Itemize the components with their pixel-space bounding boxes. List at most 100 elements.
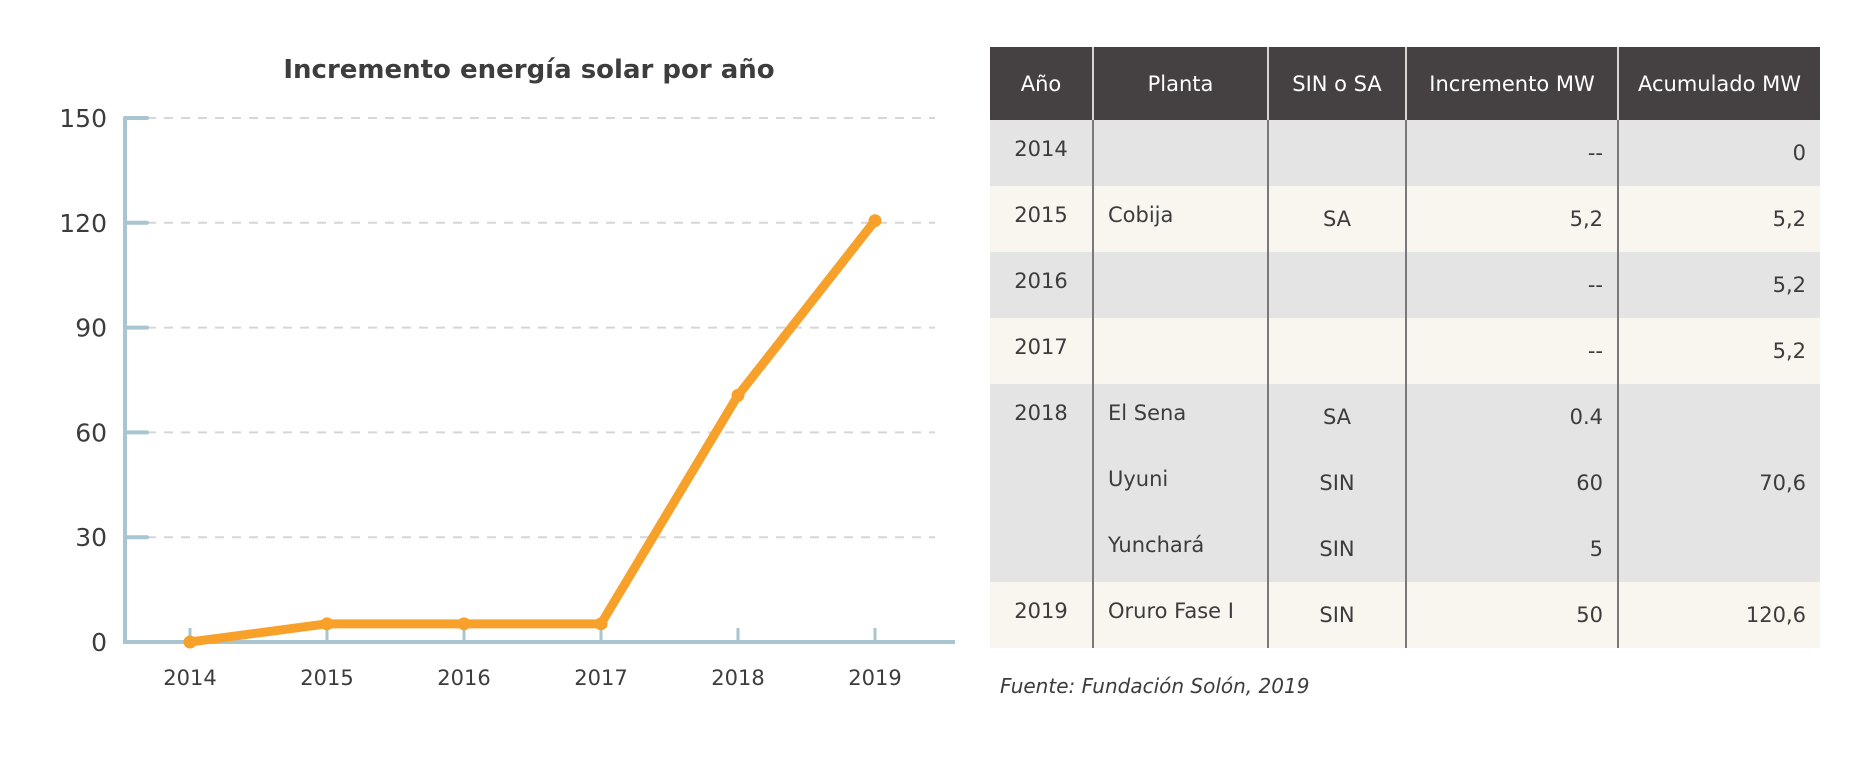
cell-cumulative-value: 5,2 [1772, 273, 1806, 297]
cell-grid-type: SA SIN SIN [1267, 384, 1406, 582]
gridlines [147, 117, 935, 539]
cell-plant: Oruro Fase I [1092, 582, 1268, 648]
cell-increment-value: 50 [1576, 603, 1603, 627]
cell-plant-value: El Sena [1108, 401, 1187, 425]
cell-cumulative: 70,6 [1617, 384, 1820, 582]
data-point [594, 617, 608, 631]
x-tick-label: 2018 [711, 666, 764, 690]
cell-grid-type: SA [1267, 186, 1406, 252]
y-tick-label: 0 [91, 628, 107, 657]
cell-plant [1092, 318, 1268, 384]
table-body: 2014 -- 0 2015 Cobija SA 5,2 5,2 2016 -- 5,2 2017 --… [990, 120, 1820, 648]
cell-increment: -- [1405, 318, 1618, 384]
y-tick-label: 90 [75, 314, 107, 343]
y-tick-label: 150 [59, 104, 107, 133]
cell-cumulative-value: 120,6 [1745, 603, 1806, 627]
cell-plant [1092, 252, 1268, 318]
cell-increment-value: -- [1587, 273, 1603, 297]
cell-grid-type-value [1283, 252, 1391, 318]
cell-year: 2014 [990, 120, 1093, 186]
cell-year: 2015 [990, 186, 1093, 252]
cell-grid-type-value [1283, 318, 1391, 384]
cell-grid-type-value: SA [1322, 207, 1352, 231]
table-row: 2018 El Sena Uyuni Yunchará SA SIN SIN 0.4 60 5 70… [990, 384, 1820, 582]
cell-year-value: 2014 [1014, 137, 1068, 161]
data-point [731, 388, 745, 402]
cell-cumulative-value: 5,2 [1772, 207, 1806, 231]
cell-grid-type [1267, 252, 1406, 318]
x-tick-label: 2014 [163, 666, 216, 690]
header-year: Año [990, 47, 1093, 120]
cell-plant-value: Yunchará [1108, 533, 1205, 557]
cell-increment: -- [1405, 252, 1618, 318]
x-tick-label: 2015 [300, 666, 353, 690]
series-line [185, 216, 880, 647]
cell-cumulative-value: 0 [1792, 141, 1806, 165]
table-row: 2014 -- 0 [990, 120, 1820, 186]
x-tick-label: 2016 [437, 666, 490, 690]
table-row: 2017 -- 5,2 [990, 318, 1820, 384]
x-tick-label: 2017 [574, 666, 627, 690]
cell-plant-value: Oruro Fase I [1108, 599, 1234, 623]
cell-plant-value [1108, 120, 1253, 186]
cell-plant: El Sena Uyuni Yunchará [1092, 384, 1268, 582]
cell-cumulative-value: 70,6 [1759, 471, 1806, 495]
cell-cumulative: 5,2 [1617, 318, 1820, 384]
cell-increment-value: -- [1587, 339, 1603, 363]
x-tick-label: 2019 [848, 666, 901, 690]
cell-year-value: 2019 [1014, 599, 1068, 623]
cell-grid-type-value [1283, 120, 1391, 186]
cell-cumulative: 0 [1617, 120, 1820, 186]
cell-year-value: 2017 [1014, 335, 1068, 359]
cell-year: 2017 [990, 318, 1093, 384]
cell-grid-type [1267, 318, 1406, 384]
cell-increment: 0.4 60 5 [1405, 384, 1618, 582]
cell-year: 2018 [990, 384, 1093, 582]
cell-plant-value [1108, 252, 1253, 318]
series-group [183, 214, 882, 649]
header-plant: Planta [1092, 47, 1268, 120]
cell-increment: 5,2 [1405, 186, 1618, 252]
cell-increment-value: 5,2 [1569, 207, 1603, 231]
cell-year: 2019 [990, 582, 1093, 648]
y-tick-label: 60 [75, 418, 107, 447]
y-tick-label: 30 [75, 523, 107, 552]
header-cumulative: Acumulado MW [1617, 47, 1820, 120]
data-point [183, 635, 197, 649]
cell-plant-value: Uyuni [1108, 467, 1169, 491]
data-point [320, 617, 334, 631]
source-note: Fuente: Fundación Solón, 2019 [1000, 674, 1310, 698]
cell-plant [1092, 120, 1268, 186]
x-axis: 2014 2015 2016 2017 2018 2019 [123, 628, 955, 690]
cell-increment: 50 [1405, 582, 1618, 648]
table-row: 2015 Cobija SA 5,2 5,2 [990, 186, 1820, 252]
cell-plant-value [1108, 318, 1253, 384]
cell-grid-type [1267, 120, 1406, 186]
line-chart: Incremento energía solar por año 0 30 60 90… [59, 55, 955, 690]
header-increment: Incremento MW [1405, 47, 1618, 120]
chart-title: Incremento energía solar por año [283, 55, 774, 85]
cell-plant: Cobija [1092, 186, 1268, 252]
cell-increment-value: 0.4 [1569, 405, 1603, 429]
cell-increment-value: -- [1587, 141, 1603, 165]
cell-grid-type-value: SA [1322, 405, 1352, 429]
table-row: 2019 Oruro Fase I SIN 50 120,6 [990, 582, 1820, 648]
y-tick-label: 120 [59, 209, 107, 238]
cell-year: 2016 [990, 252, 1093, 318]
cell-cumulative-value: 5,2 [1772, 339, 1806, 363]
cell-plant-value: Cobija [1108, 203, 1174, 227]
cell-cumulative: 5,2 [1617, 186, 1820, 252]
y-axis: 0 30 60 90 120 150 [59, 104, 149, 657]
cell-year-value: 2015 [1014, 203, 1068, 227]
cell-cumulative: 5,2 [1617, 252, 1820, 318]
table-row: 2016 -- 5,2 [990, 252, 1820, 318]
cell-increment-value: 5 [1589, 537, 1603, 561]
cell-increment-value: 60 [1576, 471, 1603, 495]
cell-grid-type-value: SIN [1319, 537, 1355, 561]
data-point [457, 617, 471, 631]
table-header-row: Año Planta SIN o SA Incremento MW Acumul… [990, 47, 1820, 120]
solar-plants-table: Año Planta SIN o SA Incremento MW Acumul… [990, 47, 1820, 648]
cell-cumulative: 120,6 [1617, 582, 1820, 648]
header-grid-type: SIN o SA [1267, 47, 1406, 120]
cell-grid-type: SIN [1267, 582, 1406, 648]
